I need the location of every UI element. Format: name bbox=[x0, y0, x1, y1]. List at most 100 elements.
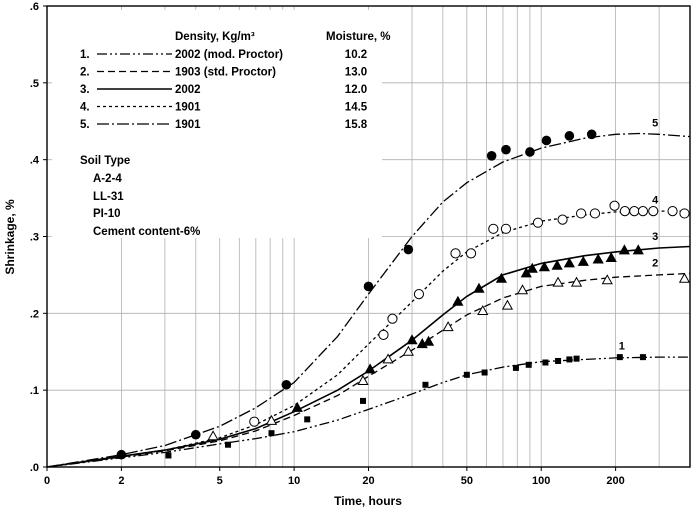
data-point bbox=[601, 274, 613, 285]
data-point bbox=[501, 144, 511, 155]
data-point bbox=[116, 449, 127, 460]
x-tick-label: 100 bbox=[532, 475, 550, 487]
data-point bbox=[512, 364, 519, 371]
data-point bbox=[667, 206, 678, 217]
y-axis-title: Shrinkage, % bbox=[3, 199, 17, 275]
legend-entry-number: 3. bbox=[80, 84, 90, 96]
curve-number-label: 4 bbox=[652, 194, 659, 206]
legend-entry-density: 1901 bbox=[175, 119, 201, 131]
legend-entry-moisture: 13.0 bbox=[345, 67, 367, 79]
data-point bbox=[481, 369, 488, 376]
legend-entry-moisture: 14.5 bbox=[345, 102, 368, 114]
data-point bbox=[495, 272, 508, 283]
data-point bbox=[551, 259, 563, 270]
data-point bbox=[538, 261, 550, 272]
data-point bbox=[619, 206, 630, 217]
data-point bbox=[552, 276, 564, 287]
data-point bbox=[422, 335, 435, 346]
data-point bbox=[364, 363, 376, 374]
series-curve-4 bbox=[46, 210, 690, 468]
data-point bbox=[207, 430, 219, 441]
curve-number-label: 1 bbox=[619, 340, 625, 352]
data-point bbox=[500, 223, 512, 234]
y-tick-label: .3 bbox=[30, 232, 39, 244]
legend: 1. 2002 (mod. Proctor) 10.2 2. 1903 (std. Pr… bbox=[80, 49, 368, 131]
data-point bbox=[629, 206, 640, 217]
legend-entry-number: 4. bbox=[80, 102, 90, 114]
data-point bbox=[501, 299, 514, 310]
x-axis-title: Time, hours bbox=[334, 494, 402, 508]
data-point bbox=[557, 214, 568, 225]
data-point bbox=[575, 208, 587, 219]
data-point bbox=[563, 257, 575, 268]
curve-labels: 5 4 3 2 1 bbox=[619, 117, 659, 352]
data-point bbox=[526, 262, 538, 273]
data-point bbox=[291, 401, 303, 412]
data-point bbox=[639, 354, 646, 361]
data-point bbox=[406, 334, 418, 345]
soil-info-line: LL-31 bbox=[93, 191, 124, 203]
series-curve-2 bbox=[46, 272, 691, 468]
data-point bbox=[586, 129, 597, 140]
data-point bbox=[570, 276, 583, 287]
data-point bbox=[577, 255, 589, 266]
data-point bbox=[564, 131, 575, 141]
data-point bbox=[382, 353, 394, 364]
curve-number-label: 2 bbox=[652, 257, 658, 269]
data-point bbox=[488, 223, 499, 234]
data-point bbox=[403, 244, 414, 255]
data-point bbox=[465, 248, 477, 259]
data-point bbox=[450, 248, 461, 259]
x-tick-label: 200 bbox=[606, 475, 624, 487]
data-point bbox=[541, 135, 552, 146]
data-point bbox=[555, 357, 562, 364]
data-point bbox=[304, 416, 311, 423]
legend-header-density: Density, Kg/m³ bbox=[175, 31, 255, 43]
y-tick-label: .6 bbox=[30, 1, 39, 13]
x-tick-label: 10 bbox=[288, 475, 300, 487]
y-tick-label: .1 bbox=[30, 385, 39, 397]
data-point bbox=[357, 374, 369, 385]
data-point bbox=[609, 200, 620, 211]
data-point bbox=[359, 397, 366, 404]
x-tick-label: 0 bbox=[44, 475, 50, 487]
axis-ticks: 0 2 5 10 20 50 100 200 .0 .1 .2 .3 .4 .5 .6 bbox=[30, 1, 625, 487]
data-point bbox=[618, 244, 630, 255]
data-point bbox=[525, 147, 535, 157]
data-point bbox=[378, 329, 389, 340]
data-point bbox=[589, 208, 601, 219]
series-points bbox=[116, 129, 691, 460]
soil-info-line: PI-10 bbox=[93, 208, 121, 220]
curve-number-label: 5 bbox=[652, 117, 658, 129]
soil-info-line: Cement content-6% bbox=[93, 226, 200, 238]
data-point bbox=[281, 379, 292, 390]
data-point bbox=[573, 355, 580, 362]
y-tick-label: .0 bbox=[30, 462, 39, 474]
data-point bbox=[452, 295, 464, 306]
data-point bbox=[605, 251, 617, 263]
x-tick-label: 20 bbox=[362, 475, 374, 487]
series-curve-5 bbox=[46, 132, 691, 468]
data-point bbox=[679, 208, 690, 219]
data-point bbox=[268, 430, 275, 437]
legend-entry-moisture: 15.8 bbox=[345, 119, 368, 131]
data-point bbox=[477, 305, 489, 316]
x-tick-label: 5 bbox=[217, 475, 223, 487]
curve-number-label: 3 bbox=[652, 231, 658, 243]
data-point bbox=[486, 151, 497, 161]
data-point bbox=[566, 356, 573, 363]
x-tick-label: 2 bbox=[118, 475, 124, 487]
y-tick-label: .4 bbox=[30, 155, 40, 167]
data-point bbox=[190, 429, 201, 440]
data-point bbox=[463, 371, 470, 378]
data-point bbox=[402, 345, 414, 356]
data-point bbox=[525, 361, 532, 368]
soil-type-title: Soil Type bbox=[80, 155, 130, 167]
y-tick-label: .2 bbox=[30, 308, 39, 320]
legend-entry-moisture: 12.0 bbox=[345, 84, 367, 96]
data-point bbox=[265, 414, 278, 425]
data-point bbox=[422, 381, 429, 388]
data-point bbox=[616, 354, 623, 361]
data-point bbox=[637, 206, 649, 217]
